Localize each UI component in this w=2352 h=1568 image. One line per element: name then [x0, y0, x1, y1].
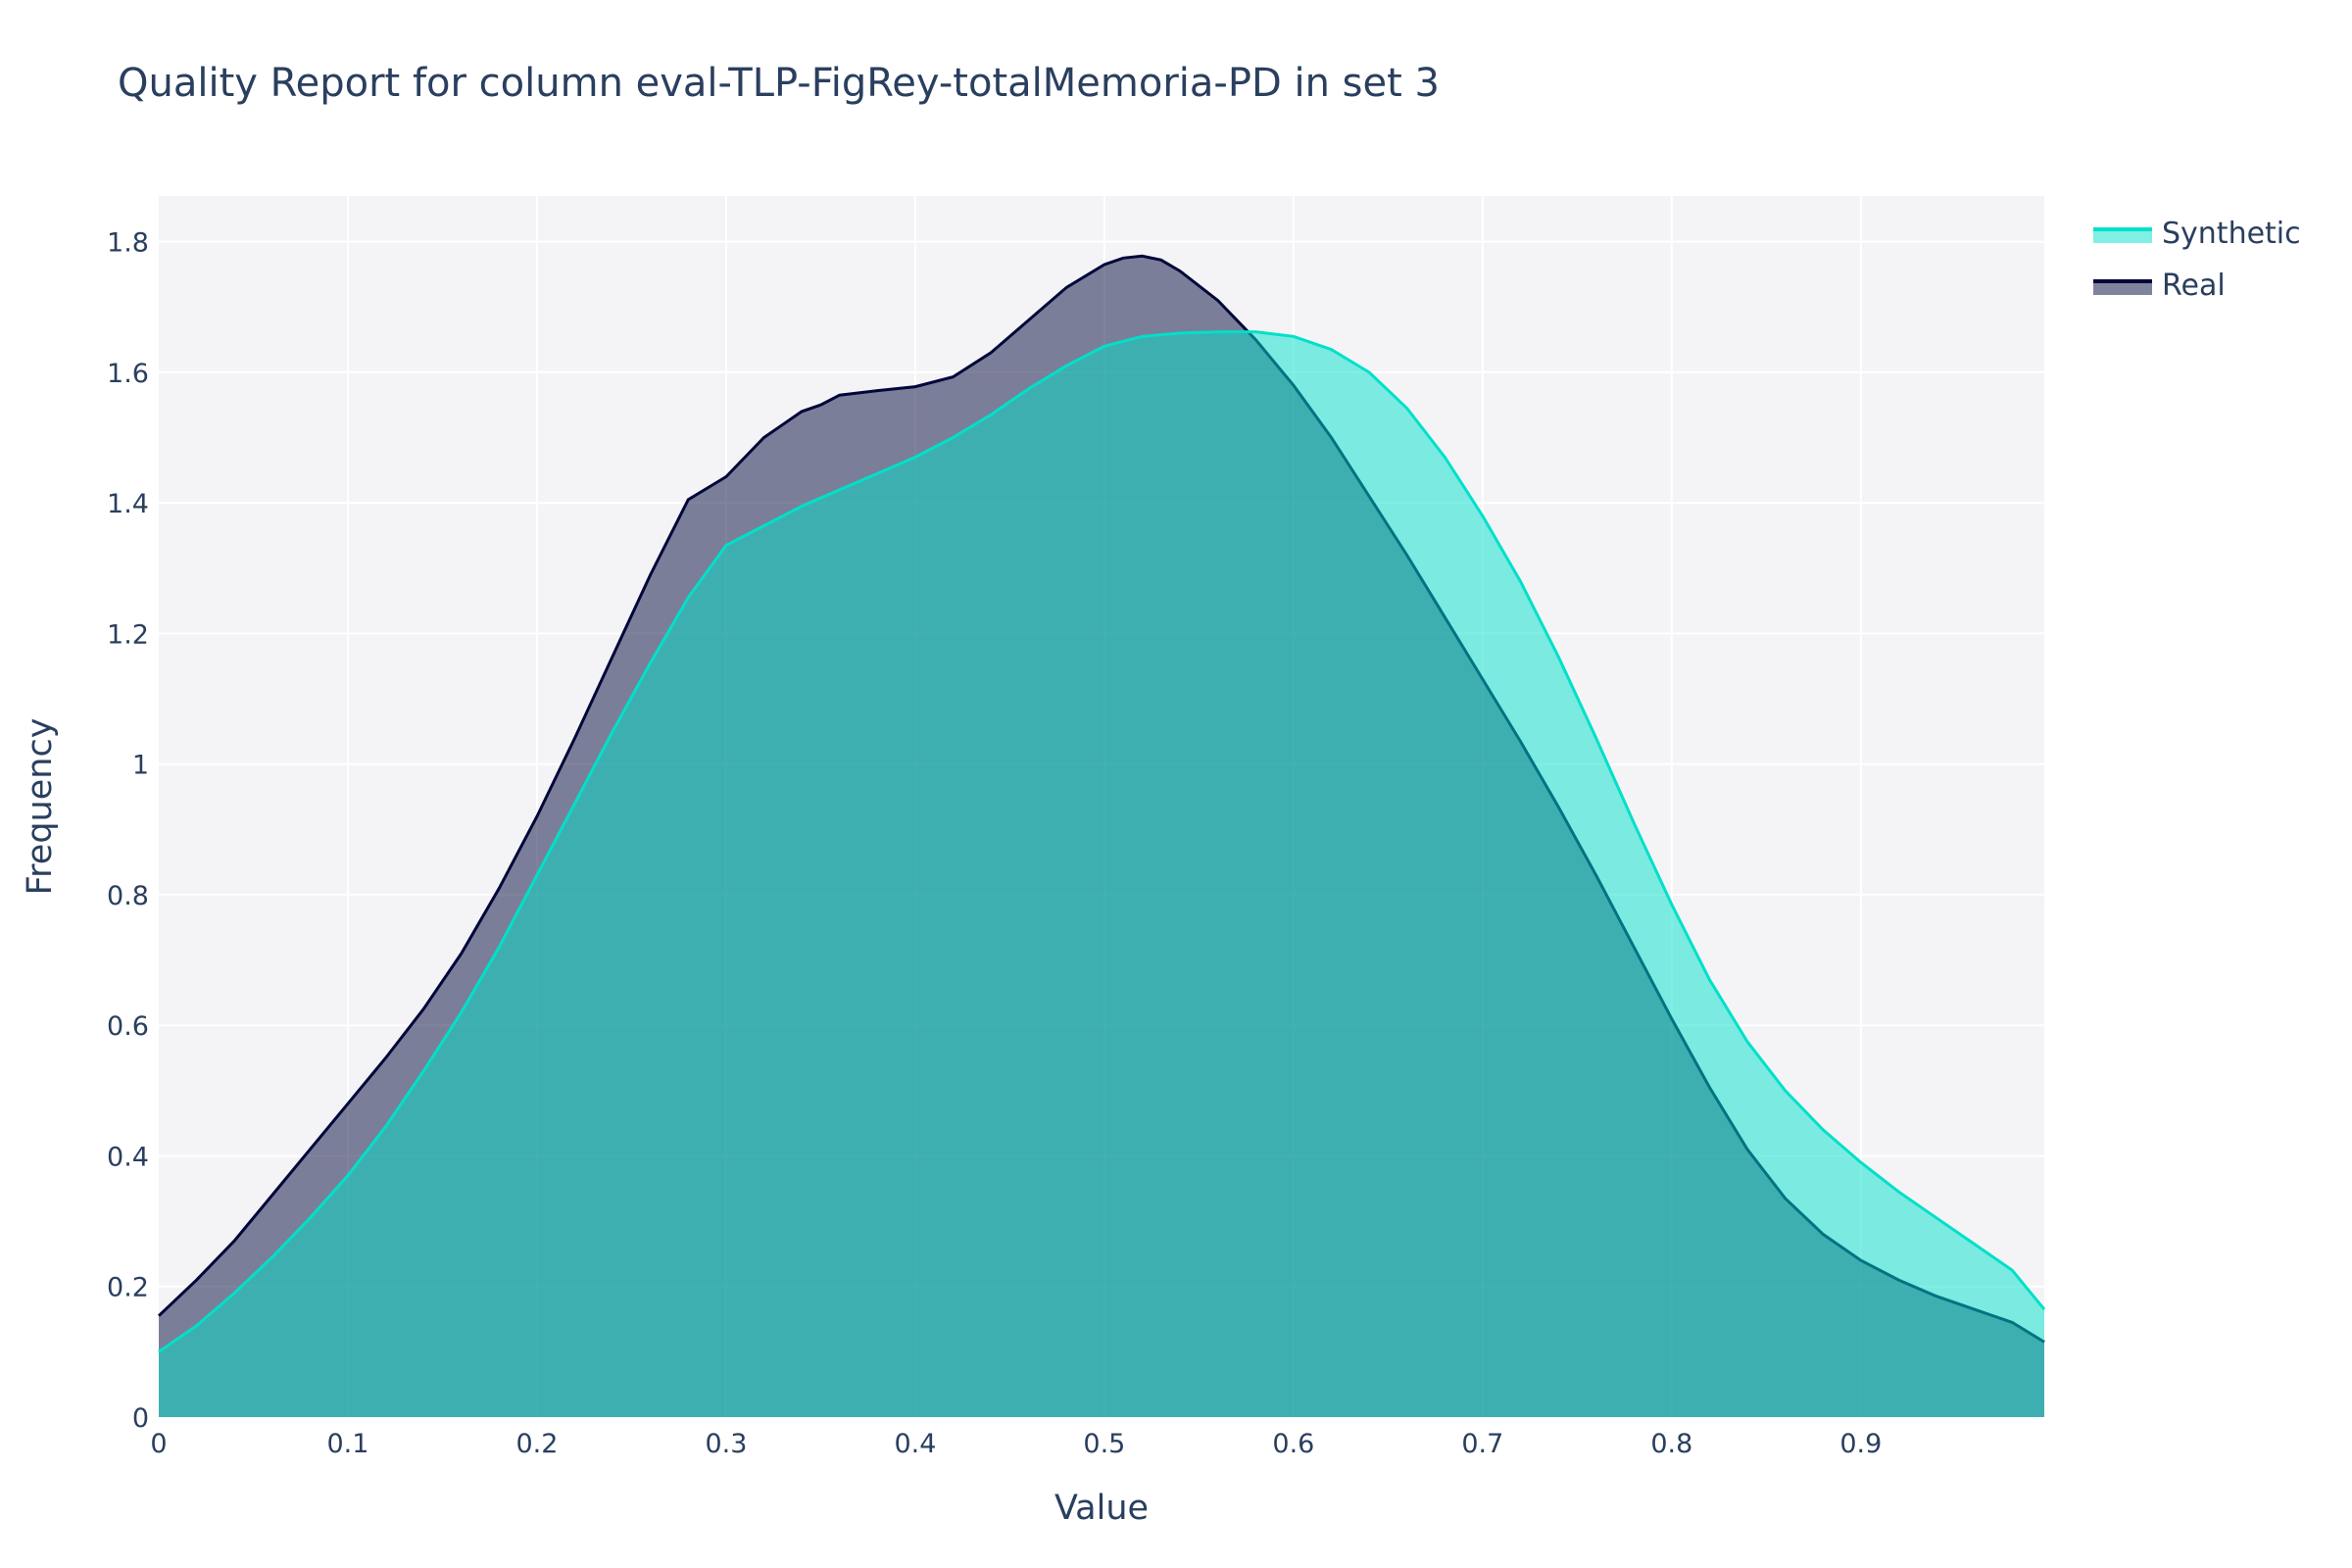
y-tick-label: 1.6: [107, 359, 149, 389]
chart-title: Quality Report for column eval-TLP-FigRe…: [118, 61, 1440, 106]
legend-swatch-real: [2093, 281, 2152, 295]
x-tick-label: 0.9: [1839, 1429, 1882, 1459]
series-line-synthetic: [158, 330, 2046, 1353]
legend-label-real: Real: [2162, 269, 2226, 303]
x-tick-label: 0: [150, 1429, 167, 1459]
y-tick-label: 0.8: [107, 881, 149, 911]
y-tick-label: 1: [132, 751, 149, 781]
y-axis-title: Frequency: [21, 718, 60, 896]
series-area-synthetic: [159, 331, 2044, 1418]
x-tick-label: 0.1: [327, 1429, 369, 1459]
legend-swatch-synthetic: [2093, 229, 2152, 243]
x-tick-label: 0.6: [1272, 1429, 1314, 1459]
y-tick-label: 1.2: [107, 619, 149, 650]
series-layer: [157, 254, 2046, 1418]
x-axis-title: Value: [1054, 1489, 1149, 1528]
x-tick-label: 0.7: [1461, 1429, 1503, 1459]
tick-labels: 0 0.1 0.2 0.3 0.4 0.5 0.6 0.7 0.8 0.9 0 0.2 0.4 0.6 0.…: [107, 228, 1882, 1459]
y-tick-label: 0.4: [107, 1142, 149, 1172]
x-tick-label: 0.3: [705, 1429, 747, 1459]
y-tick-label: 0: [132, 1403, 149, 1434]
y-tick-label: 1.4: [107, 489, 149, 519]
legend-label-synthetic: Synthetic: [2162, 217, 2301, 251]
x-tick-label: 0.2: [515, 1429, 558, 1459]
x-tick-label: 0.5: [1083, 1429, 1125, 1459]
y-tick-label: 0.2: [107, 1273, 149, 1303]
y-tick-label: 1.8: [107, 228, 149, 259]
y-tick-label: 0.6: [107, 1011, 149, 1042]
x-tick-label: 0.4: [894, 1429, 936, 1459]
legend: Synthetic Real: [2093, 217, 2301, 303]
x-tick-label: 0.8: [1650, 1429, 1692, 1459]
